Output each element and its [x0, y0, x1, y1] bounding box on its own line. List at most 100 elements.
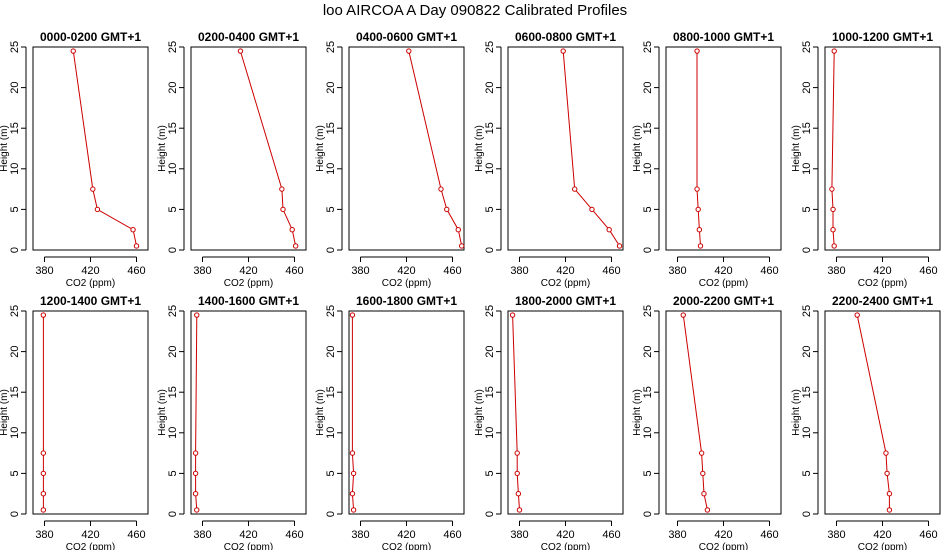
y-tick-label: 0 [642, 511, 654, 517]
x-axis-label: CO2 (ppm) [858, 278, 907, 289]
data-point [459, 243, 465, 249]
panel-title: 0800-1000 GMT+1 [673, 30, 774, 44]
panel-title: 0600-0800 GMT+1 [515, 30, 616, 44]
data-point [192, 470, 199, 477]
data-point [698, 450, 705, 456]
profile-line [239, 50, 297, 247]
panel-2: 0200-0400 GMT+1 380 420 460 CO2 (ppm) 0 5 10 15 2… [157, 30, 307, 289]
data-point [40, 312, 47, 318]
data-point [589, 206, 595, 213]
data-point [830, 206, 836, 213]
y-tick-label: 15 [484, 386, 496, 398]
plot-frame [824, 310, 941, 515]
y-axis-label: Height (m) [474, 389, 485, 436]
data-point [438, 186, 444, 192]
panel-title: 0200-0400 GMT+1 [198, 30, 299, 44]
y-tick-label: 15 [801, 386, 813, 398]
x-tick-label: 460 [919, 529, 937, 541]
x-tick-label: 460 [285, 529, 303, 541]
y-axis-label: Height (m) [632, 125, 643, 172]
y-tick-label: 15 [801, 122, 813, 134]
y-tick-label: 25 [325, 41, 337, 53]
panel-7: 1200-1400 GMT+1 380 420 460 CO2 (ppm) 0 5 10 15 2… [0, 294, 149, 550]
plot-frame [348, 46, 465, 251]
panel-9: 1600-1800 GMT+1 380 420 460 CO2 (ppm) 0 5 10 15 2… [315, 294, 465, 550]
x-tick-label: 460 [760, 529, 778, 541]
plot-frame [32, 46, 149, 251]
data-point [606, 227, 612, 233]
x-tick-label: 380 [35, 529, 53, 541]
y-axis-label: Height (m) [157, 389, 168, 436]
x-axis-label: CO2 (ppm) [382, 278, 431, 289]
y-tick-label: 20 [325, 81, 337, 93]
data-point [350, 507, 357, 513]
data-point [94, 206, 101, 213]
y-tick-label: 15 [167, 122, 179, 134]
data-point [40, 450, 47, 456]
x-axis-label: CO2 (ppm) [66, 278, 115, 289]
y-tick-label: 20 [9, 81, 21, 93]
x-tick-label: 380 [668, 265, 686, 277]
data-point [40, 507, 47, 513]
y-tick-label: 15 [9, 122, 21, 134]
data-point [572, 186, 578, 192]
profile-line [512, 315, 520, 510]
panel-title: 1800-2000 GMT+1 [515, 294, 616, 308]
y-axis-label: Height (m) [791, 125, 802, 172]
y-axis-label: Height (m) [632, 389, 643, 436]
y-tick-label: 0 [801, 247, 813, 253]
y-tick-label: 0 [167, 511, 179, 517]
y-tick-label: 20 [642, 345, 654, 357]
data-point [883, 450, 889, 456]
y-tick-label: 5 [484, 206, 496, 212]
data-point [831, 243, 837, 249]
y-axis-label: Height (m) [0, 389, 10, 436]
x-tick-label: 380 [827, 529, 845, 541]
x-tick-label: 460 [443, 265, 461, 277]
data-point [886, 491, 893, 497]
y-tick-label: 20 [801, 81, 813, 93]
data-point [696, 227, 703, 233]
data-point [279, 186, 285, 192]
panel-title: 2200-2400 GMT+1 [832, 294, 933, 308]
data-point [704, 507, 711, 513]
y-tick-label: 5 [801, 206, 813, 212]
data-point [237, 48, 244, 54]
y-tick-label: 20 [642, 81, 654, 93]
x-axis-label: CO2 (ppm) [541, 278, 590, 289]
profile-line [562, 51, 620, 247]
data-point [349, 450, 356, 456]
y-tick-label: 25 [484, 41, 496, 53]
y-axis-label: Height (m) [791, 389, 802, 436]
y-tick-label: 0 [484, 247, 496, 253]
y-tick-label: 5 [325, 206, 337, 212]
panel-10: 1800-2000 GMT+1 380 420 460 CO2 (ppm) 0 5 10 15 2… [474, 294, 624, 550]
panel-1: 0000-0200 GMT+1 380 420 460 CO2 (ppm) 0 5 10 15 2… [0, 30, 149, 289]
data-point [694, 186, 700, 192]
x-axis-label: CO2 (ppm) [66, 542, 115, 550]
x-tick-label: 420 [556, 529, 574, 541]
x-axis-label: CO2 (ppm) [541, 542, 590, 550]
y-tick-label: 20 [484, 81, 496, 93]
data-point [40, 491, 47, 497]
data-point [854, 312, 860, 318]
y-tick-label: 0 [9, 511, 21, 517]
y-tick-label: 5 [167, 470, 179, 476]
y-tick-label: 0 [484, 511, 496, 517]
x-axis-label: CO2 (ppm) [699, 542, 748, 550]
y-tick-label: 0 [167, 247, 179, 253]
panel-3: 0400-0600 GMT+1 380 420 460 CO2 (ppm) 0 5 10 15 2… [315, 30, 465, 289]
panel-11: 2000-2200 GMT+1 380 420 460 CO2 (ppm) 0 5 10 15 2… [632, 294, 782, 550]
data-point [700, 470, 706, 477]
x-axis-label: CO2 (ppm) [224, 278, 273, 289]
data-point [560, 48, 566, 54]
x-tick-label: 460 [602, 529, 620, 541]
x-tick-label: 420 [873, 265, 891, 277]
y-tick-label: 25 [484, 305, 496, 317]
y-tick-label: 25 [801, 305, 813, 317]
x-tick-label: 420 [81, 529, 99, 541]
y-tick-label: 15 [325, 386, 337, 398]
y-tick-label: 15 [325, 122, 337, 134]
y-tick-label: 20 [325, 345, 337, 357]
data-point [349, 491, 356, 497]
